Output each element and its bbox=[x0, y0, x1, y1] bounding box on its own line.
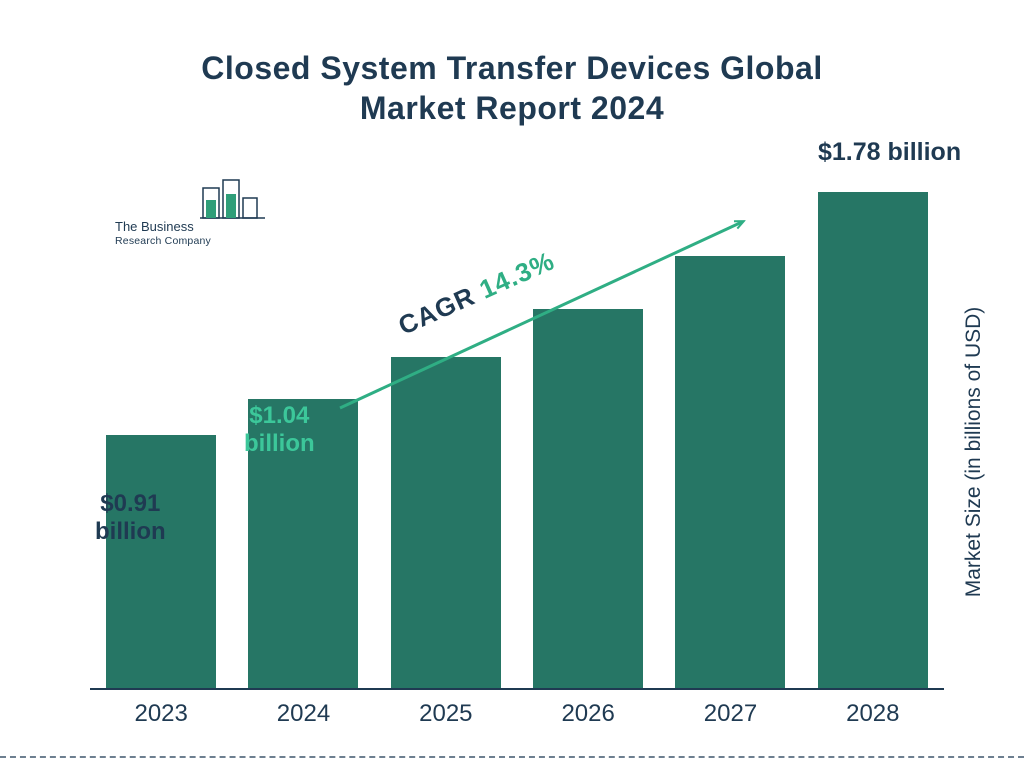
footer-dashed-line bbox=[0, 756, 1024, 758]
cagr-arrow bbox=[0, 0, 1024, 768]
chart-canvas: Closed System Transfer Devices Global Ma… bbox=[0, 0, 1024, 768]
